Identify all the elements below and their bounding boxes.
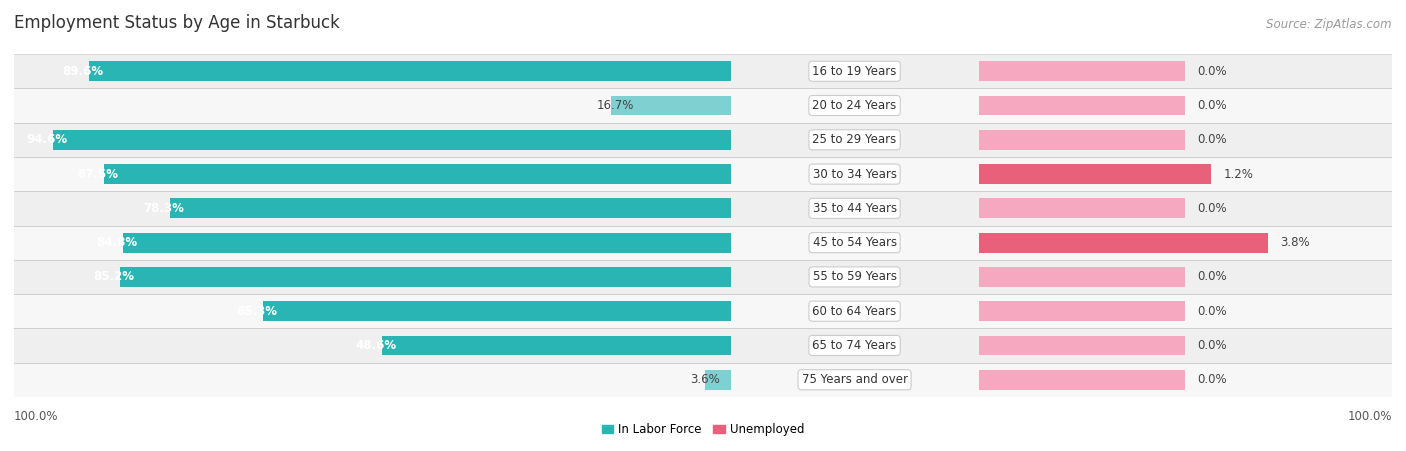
Text: 0.0%: 0.0% [1198,305,1227,318]
Text: 94.6%: 94.6% [25,133,67,146]
Bar [731,191,979,226]
Bar [979,164,1212,184]
Bar [979,157,1392,191]
Text: 84.8%: 84.8% [96,236,138,249]
Bar [170,198,731,218]
Text: 3.8%: 3.8% [1281,236,1310,249]
Bar [14,363,731,397]
Text: 60 to 64 Years: 60 to 64 Years [813,305,897,318]
Bar [14,226,731,260]
Bar [14,54,731,88]
Bar [120,267,731,287]
Bar [704,370,731,390]
Bar [979,130,1185,150]
Text: 25 to 29 Years: 25 to 29 Years [813,133,897,146]
Text: 0.0%: 0.0% [1198,339,1227,352]
Text: 75 Years and over: 75 Years and over [801,373,907,386]
Bar [122,233,731,253]
Text: 65.3%: 65.3% [236,305,277,318]
Text: 0.0%: 0.0% [1198,373,1227,386]
Bar [731,363,979,397]
Text: Source: ZipAtlas.com: Source: ZipAtlas.com [1267,18,1392,31]
Text: 78.3%: 78.3% [143,202,184,215]
Bar [104,164,731,184]
Bar [731,54,979,88]
Bar [14,191,731,226]
Text: 45 to 54 Years: 45 to 54 Years [813,236,897,249]
Bar [731,226,979,260]
Text: 0.0%: 0.0% [1198,65,1227,78]
Bar [979,294,1392,328]
Bar [979,54,1392,88]
Bar [979,233,1268,253]
Text: 30 to 34 Years: 30 to 34 Years [813,168,897,180]
Bar [979,260,1392,294]
Text: 35 to 44 Years: 35 to 44 Years [813,202,897,215]
Bar [979,61,1185,81]
Bar [14,294,731,328]
Bar [14,328,731,363]
Text: 16 to 19 Years: 16 to 19 Years [813,65,897,78]
Bar [14,123,731,157]
Bar [979,96,1185,115]
Text: 0.0%: 0.0% [1198,99,1227,112]
Text: 16.7%: 16.7% [596,99,634,112]
Bar [979,88,1392,123]
Bar [979,336,1185,355]
Text: 100.0%: 100.0% [1347,410,1392,423]
Bar [610,96,731,115]
Legend: In Labor Force, Unemployed: In Labor Force, Unemployed [598,418,808,441]
Text: 55 to 59 Years: 55 to 59 Years [813,271,897,283]
Bar [979,370,1185,390]
Bar [731,260,979,294]
Bar [979,198,1185,218]
Text: 3.6%: 3.6% [690,373,720,386]
Bar [979,123,1392,157]
Bar [979,191,1392,226]
Bar [731,294,979,328]
Text: 85.2%: 85.2% [93,271,135,283]
Text: 87.5%: 87.5% [77,168,118,180]
Text: 48.6%: 48.6% [356,339,396,352]
Bar [382,336,731,355]
Text: Employment Status by Age in Starbuck: Employment Status by Age in Starbuck [14,14,340,32]
Bar [731,157,979,191]
Bar [979,226,1392,260]
Text: 89.6%: 89.6% [62,65,103,78]
Bar [263,301,731,321]
Text: 0.0%: 0.0% [1198,202,1227,215]
Bar [731,123,979,157]
Bar [14,260,731,294]
Text: 65 to 74 Years: 65 to 74 Years [813,339,897,352]
Text: 100.0%: 100.0% [14,410,59,423]
Bar [14,157,731,191]
Text: 1.2%: 1.2% [1223,168,1254,180]
Text: 0.0%: 0.0% [1198,133,1227,146]
Bar [979,363,1392,397]
Bar [979,267,1185,287]
Bar [731,88,979,123]
Bar [53,130,731,150]
Bar [14,88,731,123]
Text: 20 to 24 Years: 20 to 24 Years [813,99,897,112]
Bar [979,301,1185,321]
Bar [979,328,1392,363]
Bar [731,328,979,363]
Bar [89,61,731,81]
Text: 0.0%: 0.0% [1198,271,1227,283]
